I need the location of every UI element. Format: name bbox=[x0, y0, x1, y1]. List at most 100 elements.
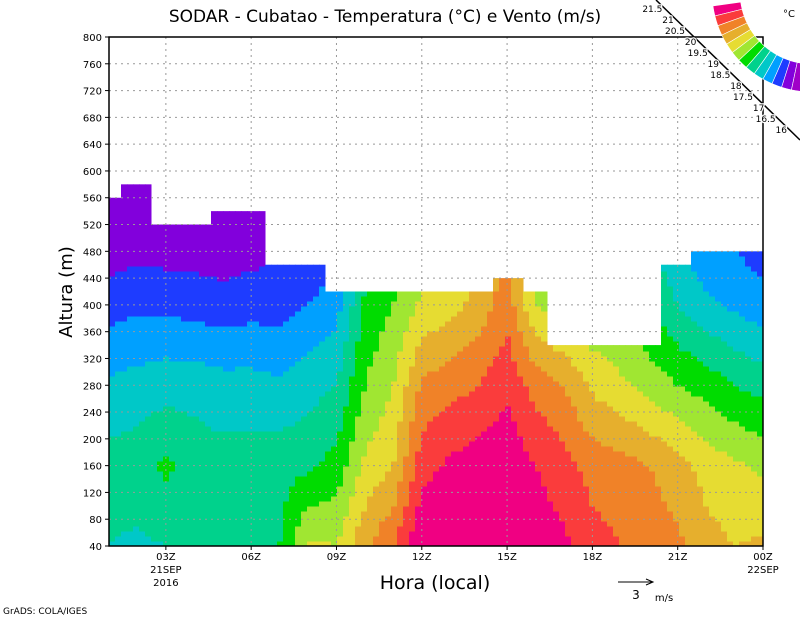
contour-cell bbox=[319, 311, 326, 317]
contour-cell bbox=[607, 426, 614, 432]
contour-cell bbox=[547, 441, 554, 447]
contour-cell bbox=[511, 431, 518, 437]
contour-cell bbox=[355, 471, 362, 477]
contour-cell bbox=[637, 516, 644, 522]
contour-cell bbox=[223, 511, 230, 517]
contour-cell bbox=[349, 396, 356, 402]
contour-cell bbox=[337, 531, 344, 537]
contour-cell bbox=[109, 391, 116, 397]
contour-cell bbox=[151, 531, 158, 537]
contour-cell bbox=[517, 326, 524, 332]
contour-cell bbox=[601, 531, 608, 537]
contour-cell bbox=[151, 321, 158, 327]
contour-cell bbox=[409, 311, 416, 317]
contour-cell bbox=[385, 386, 392, 392]
contour-cell bbox=[583, 506, 590, 512]
contour-cell bbox=[121, 191, 128, 197]
contour-cell bbox=[247, 361, 254, 367]
contour-cell bbox=[283, 526, 290, 532]
contour-cell bbox=[553, 471, 560, 477]
contour-cell bbox=[385, 421, 392, 427]
contour-cell bbox=[559, 481, 566, 487]
contour-cell bbox=[607, 356, 614, 362]
contour-cell bbox=[403, 356, 410, 362]
contour-cell bbox=[151, 306, 158, 312]
contour-cell bbox=[403, 501, 410, 507]
contour-cell bbox=[397, 426, 404, 432]
contour-cell bbox=[331, 331, 338, 337]
contour-cell bbox=[433, 361, 440, 367]
contour-cell bbox=[259, 456, 266, 462]
contour-cell bbox=[625, 386, 632, 392]
contour-cell bbox=[319, 431, 326, 437]
contour-cell bbox=[529, 316, 536, 322]
contour-cell bbox=[547, 356, 554, 362]
contour-cell bbox=[409, 366, 416, 372]
contour-cell bbox=[247, 271, 254, 277]
contour-cell bbox=[493, 506, 500, 512]
contour-cell bbox=[157, 511, 164, 517]
contour-cell bbox=[439, 381, 446, 387]
contour-cell bbox=[283, 386, 290, 392]
contour-cell bbox=[493, 541, 500, 547]
contour-cell bbox=[301, 501, 308, 507]
contour-cell bbox=[649, 381, 656, 387]
contour-cell bbox=[175, 371, 182, 377]
contour-cell bbox=[259, 516, 266, 522]
contour-cell bbox=[361, 451, 368, 457]
contour-cell bbox=[349, 526, 356, 532]
contour-cell bbox=[499, 316, 506, 322]
contour-cell bbox=[493, 446, 500, 452]
contour-cell bbox=[199, 241, 206, 247]
contour-cell bbox=[331, 426, 338, 432]
contour-cell bbox=[259, 216, 266, 222]
contour-cell bbox=[223, 251, 230, 257]
contour-cell bbox=[211, 396, 218, 402]
contour-cell bbox=[283, 466, 290, 472]
contour-cell bbox=[409, 326, 416, 332]
contour-cell bbox=[499, 286, 506, 292]
contour-cell bbox=[319, 366, 326, 372]
contour-cell bbox=[445, 496, 452, 502]
contour-cell bbox=[151, 301, 158, 307]
contour-cell bbox=[589, 351, 596, 357]
contour-cell bbox=[283, 441, 290, 447]
contour-cell bbox=[295, 264, 302, 267]
contour-cell bbox=[307, 516, 314, 522]
contour-cell bbox=[619, 441, 626, 447]
contour-cell bbox=[529, 386, 536, 392]
contour-cell bbox=[313, 311, 320, 317]
contour-cell bbox=[193, 461, 200, 467]
contour-cell bbox=[433, 331, 440, 337]
contour-cell bbox=[247, 511, 254, 517]
contour-cell bbox=[283, 511, 290, 517]
contour-cell bbox=[625, 401, 632, 407]
contour-cell bbox=[235, 211, 242, 217]
contour-cell bbox=[439, 436, 446, 442]
contour-cell bbox=[631, 491, 638, 497]
contour-cell bbox=[121, 356, 128, 362]
contour-cell bbox=[505, 526, 512, 532]
contour-cell bbox=[499, 311, 506, 317]
contour-cell bbox=[367, 366, 374, 372]
contour-cell bbox=[307, 316, 314, 322]
contour-cell bbox=[193, 301, 200, 307]
contour-cell bbox=[445, 311, 452, 317]
contour-cell bbox=[541, 321, 548, 327]
contour-cell bbox=[217, 271, 224, 277]
contour-cell bbox=[271, 406, 278, 412]
contour-cell bbox=[229, 276, 236, 282]
contour-cell bbox=[577, 496, 584, 502]
contour-cell bbox=[571, 531, 578, 537]
contour-cell bbox=[229, 466, 236, 472]
contour-cell bbox=[427, 441, 434, 447]
contour-cell bbox=[313, 466, 320, 472]
contour-cell bbox=[109, 336, 116, 342]
contour-cell bbox=[229, 326, 236, 332]
contour-cell bbox=[421, 431, 428, 437]
contour-cell bbox=[409, 401, 416, 407]
contour-cell bbox=[511, 446, 518, 452]
contour-cell bbox=[499, 406, 506, 412]
contour-cell bbox=[601, 376, 608, 382]
contour-cell bbox=[571, 521, 578, 527]
